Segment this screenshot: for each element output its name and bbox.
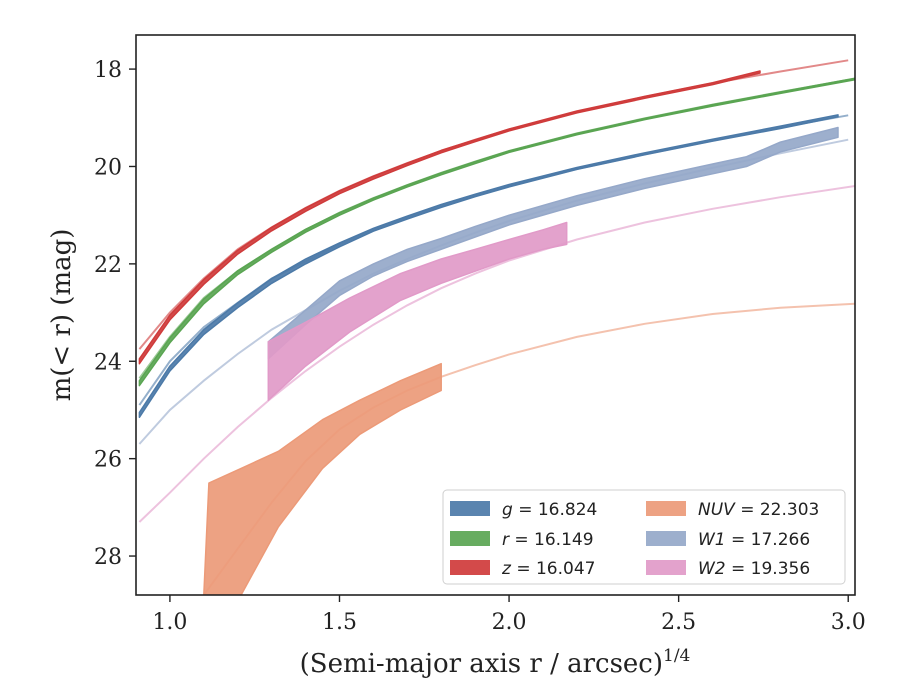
legend-swatch bbox=[450, 531, 490, 546]
model-curve-w2 bbox=[138, 185, 855, 523]
legend-band-value: = 16.047 bbox=[511, 559, 596, 579]
legend-item-nuv: NUV = 22.303 bbox=[646, 500, 819, 520]
legend-swatch bbox=[646, 560, 686, 575]
legend-label: r = 16.149 bbox=[502, 530, 594, 550]
legend-band-value: = 16.824 bbox=[513, 500, 598, 520]
x-tick-label: 1.5 bbox=[322, 610, 357, 635]
legend-item-z: z = 16.047 bbox=[450, 559, 595, 579]
legend-band-name: W1 bbox=[698, 530, 726, 550]
obs-band-w2 bbox=[267, 221, 568, 401]
obs-band-r bbox=[138, 77, 855, 387]
legend-band-name: NUV bbox=[698, 500, 736, 520]
legend-box bbox=[442, 489, 846, 585]
legend-label: g = 16.824 bbox=[502, 500, 597, 520]
y-tick-label: 22 bbox=[94, 253, 122, 278]
legend-label: W1 = 17.266 bbox=[698, 530, 810, 550]
legend-label: z = 16.047 bbox=[501, 559, 595, 579]
legend-label: NUV = 22.303 bbox=[698, 500, 819, 520]
obs-band-z bbox=[138, 70, 761, 365]
obs-band-nuv bbox=[203, 362, 442, 595]
legend-swatch bbox=[450, 560, 490, 575]
legend-item-r: r = 16.149 bbox=[450, 530, 594, 550]
legend-band-value: = 17.266 bbox=[726, 530, 811, 550]
legend-item-w1: W1 = 17.266 bbox=[646, 530, 810, 550]
plot-frame bbox=[135, 34, 856, 596]
legend-swatch bbox=[646, 531, 686, 546]
y-tick-label: 20 bbox=[94, 155, 122, 180]
legend-swatch bbox=[646, 501, 686, 516]
legend-band-name: g bbox=[502, 500, 513, 520]
x-tick-label: 2.5 bbox=[661, 610, 696, 635]
legend-label: W2 = 19.356 bbox=[698, 559, 810, 579]
series-layer bbox=[138, 59, 855, 595]
legend-band-name: r bbox=[502, 530, 510, 550]
x-axis-label: (Semi-major axis r / arcsec)1/4 bbox=[300, 646, 691, 679]
x-tick-label: 2.0 bbox=[492, 610, 527, 635]
legend-item-g: g = 16.824 bbox=[450, 500, 597, 520]
legend-swatch bbox=[450, 501, 490, 516]
legend-band-value: = 16.149 bbox=[509, 530, 594, 550]
y-tick-label: 18 bbox=[94, 58, 122, 83]
x-tick-label: 3.0 bbox=[831, 610, 866, 635]
obs-band-w1 bbox=[267, 126, 839, 360]
legend-band-value: = 22.303 bbox=[735, 500, 820, 520]
x-tick-label: 1.0 bbox=[152, 610, 187, 635]
ticks-layer: 1.0 1.5 2.0 2.5 3.0 18 20 22 24 26 28 bbox=[94, 58, 866, 635]
legend-band-value: = 19.356 bbox=[726, 559, 811, 579]
obs-band-g bbox=[138, 114, 839, 419]
y-axis-label: m(< r) (mag) bbox=[47, 229, 77, 402]
x-axis-label-exponent: 1/4 bbox=[663, 646, 690, 666]
legend-band-name: z bbox=[501, 559, 512, 579]
y-tick-label: 26 bbox=[94, 448, 122, 473]
legend-band-name: W2 bbox=[698, 559, 726, 579]
y-tick-label: 24 bbox=[94, 350, 122, 375]
legend-item-w2: W2 = 19.356 bbox=[646, 559, 810, 579]
y-tick-label: 28 bbox=[94, 545, 122, 570]
x-axis-label-text: (Semi-major axis r / arcsec) bbox=[300, 649, 663, 679]
